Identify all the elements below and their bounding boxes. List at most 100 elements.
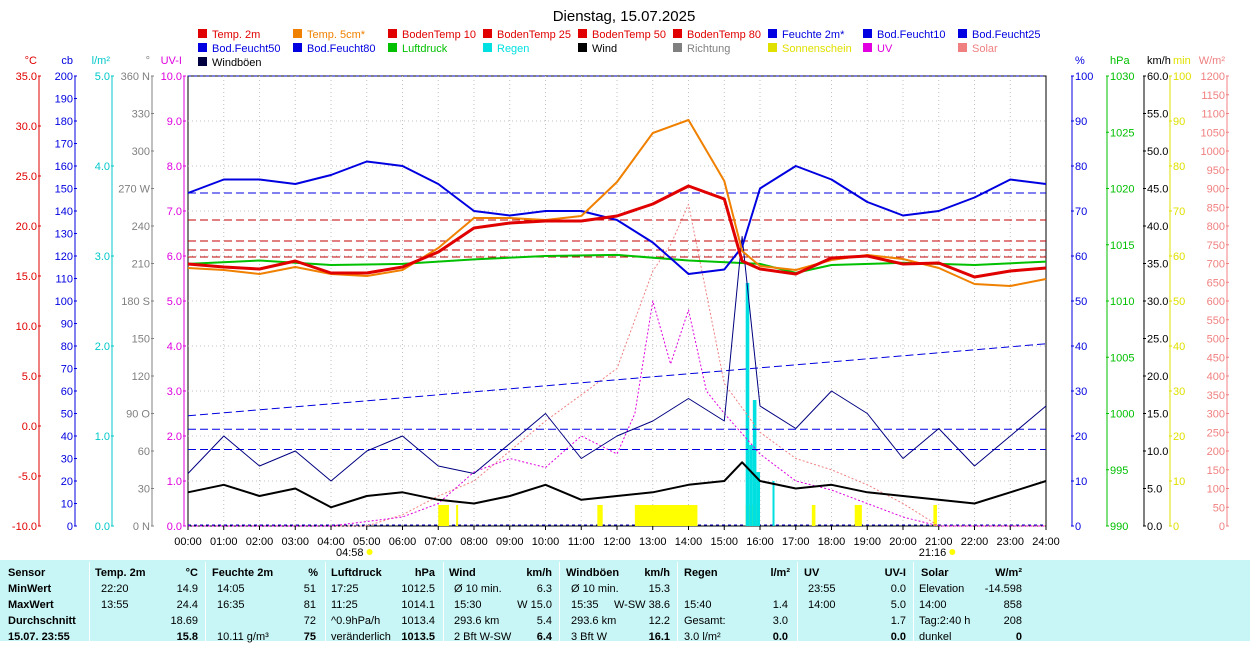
column-separator <box>559 562 560 641</box>
axis-tick-label: 900 <box>1207 184 1225 196</box>
legend-label: Regen <box>497 43 529 55</box>
series-wind-line <box>187 461 1047 509</box>
legend-swatch <box>578 43 587 52</box>
axis-tick-label: 150 <box>132 334 150 346</box>
legend-swatch <box>293 29 302 38</box>
sunshine-bar <box>456 505 459 526</box>
axis-tick-label: 50 <box>61 409 73 421</box>
axis-tick-label: 30 <box>1075 386 1087 398</box>
axis-tick-label: -10.0 <box>12 521 37 533</box>
wind-value: 5.4 <box>536 615 552 627</box>
axis-tick-label: 120 <box>55 251 73 263</box>
rain-value: 1.4 <box>772 599 788 611</box>
axis-tick-label: 55.0 <box>1147 109 1168 121</box>
axis-tick-label: 1200 <box>1201 71 1225 83</box>
axis-left-1: cb 0 10 20 30 40 50 60 70 80 90 100 110 120 130 140 150 1… <box>55 55 77 533</box>
x-tick-label: 04:00 <box>317 536 345 548</box>
axis-tick-label: 50 <box>1173 296 1185 308</box>
x-tick-label: 16:00 <box>746 536 774 548</box>
axis-tick-label: 550 <box>1207 315 1225 327</box>
uv-value: 1.7 <box>890 615 906 627</box>
axis-tick-label: 1025 <box>1110 127 1134 139</box>
gust-desc: 15:35 <box>571 599 599 611</box>
axis-tick-label: 360 N <box>121 71 150 83</box>
axis-tick-label: 80 <box>1173 161 1185 173</box>
axis-tick-label: 1000 <box>1110 409 1134 421</box>
header-humidity: Feuchte 2m <box>212 567 274 579</box>
legend-label: Feuchte 2m* <box>782 29 845 41</box>
sunrise-icon <box>366 549 373 555</box>
axis-tick-label: 20.0 <box>16 221 37 233</box>
x-tick-label: 17:00 <box>782 536 810 548</box>
temp-time: 22:20 <box>101 583 129 595</box>
legend-label: Bod.Feucht50 <box>212 43 281 55</box>
legend-swatch <box>483 29 492 38</box>
x-axis: 00:00 01:00 02:00 03:00 04:00 05:00 06:00 07:00… <box>174 526 1060 559</box>
series-windb-en-line <box>187 236 1047 482</box>
header-rain-unit: l/m² <box>770 567 790 579</box>
header-uv: UV <box>804 567 820 579</box>
wind-value: W 15.0 <box>517 599 552 611</box>
legend-swatch <box>198 29 207 38</box>
row-label: MaxWert <box>8 599 54 611</box>
column-separator <box>677 562 678 641</box>
uv-value: 0.0 <box>890 583 906 595</box>
axis-tick-label: 150 <box>1207 465 1225 477</box>
legend-label: BodenTemp 50 <box>592 29 666 41</box>
axis-tick-label: 0.0 <box>22 421 37 433</box>
x-tick-label: 01:00 <box>210 536 238 548</box>
axis-tick-label: 750 <box>1207 240 1225 252</box>
row-label: MinWert <box>8 583 52 595</box>
humidity-time: 10.11 g/m³ <box>217 631 269 643</box>
axis-tick-label: 20.0 <box>1147 371 1168 383</box>
x-tick-label: 21:00 <box>925 536 953 548</box>
sunrise-label: 04:58 <box>336 547 364 559</box>
sunset-label: 21:16 <box>919 547 947 559</box>
header-solar-unit: W/m² <box>995 567 1022 579</box>
axis-tick-label: 80 <box>1075 161 1087 173</box>
legend-label: Bod.Feucht10 <box>877 29 946 41</box>
pressure-value: 1013.4 <box>401 615 435 627</box>
x-tick-label: 07:00 <box>424 536 452 548</box>
header-wind-unit: km/h <box>526 567 552 579</box>
header-rain: Regen <box>684 567 718 579</box>
axis-tick-label: 0 <box>1219 521 1225 533</box>
axis-tick-label: 600 <box>1207 296 1225 308</box>
wind-desc: 15:30 <box>454 599 482 611</box>
series-uv-line <box>188 300 1046 527</box>
axis-tick-label: 40 <box>61 431 73 443</box>
rain-bar <box>752 400 757 526</box>
axis-tick-label: 5.0 <box>167 296 182 308</box>
weather-chart: Dienstag, 15.07.2025 °C -10.0 -5.0 0.0 5.0 10… <box>12 8 1229 559</box>
axis-right-1: hPa 990 995 1000 1005 1010 1015 1020 1025 1030 <box>1106 55 1134 533</box>
x-tick-label: 23:00 <box>996 536 1024 548</box>
row-label: 15.07. 23:55 <box>8 631 70 643</box>
axis-tick-label: 300 <box>1207 409 1225 421</box>
axis-tick-label: 35.0 <box>16 71 37 83</box>
header-humidity-unit: % <box>308 567 318 579</box>
solar-value: 208 <box>1003 615 1022 627</box>
pressure-time: ^0.9hPa/h <box>331 615 381 627</box>
legend-swatch <box>768 43 777 52</box>
axis-right-4: W/m² 0 50 100 150 200 250 300 350 400 450 500 550 600… <box>1199 55 1229 533</box>
axis-tick-label: 150 <box>55 184 73 196</box>
legend-swatch <box>198 57 207 66</box>
axis-tick-label: 100 <box>1173 71 1191 83</box>
axis-tick-label: 9.0 <box>167 116 182 128</box>
axis-tick-label: 7.0 <box>167 206 182 218</box>
legend-label: Bod.Feucht25 <box>972 29 1041 41</box>
axis-tick-label: 25.0 <box>16 171 37 183</box>
x-tick-label: 14:00 <box>675 536 703 548</box>
axis-tick-label: 100 <box>1207 484 1225 496</box>
legend-swatch <box>198 43 207 52</box>
rain-time: 3.0 l/m² <box>684 631 721 643</box>
axis-tick-label: 40.0 <box>1147 221 1168 233</box>
wind-value: 6.4 <box>536 631 552 643</box>
axis-left-2: l/m² 0.0 1.0 2.0 3.0 4.0 5.0 <box>92 55 114 533</box>
axis-tick-label: 200 <box>1207 446 1225 458</box>
axis-tick-label: 15.0 <box>1147 409 1168 421</box>
legend-label: Sonnenschein <box>782 43 852 55</box>
axis-tick-label: 80 <box>61 341 73 353</box>
header-sensor: Sensor <box>8 567 46 579</box>
rain-value: 0.0 <box>772 631 788 643</box>
